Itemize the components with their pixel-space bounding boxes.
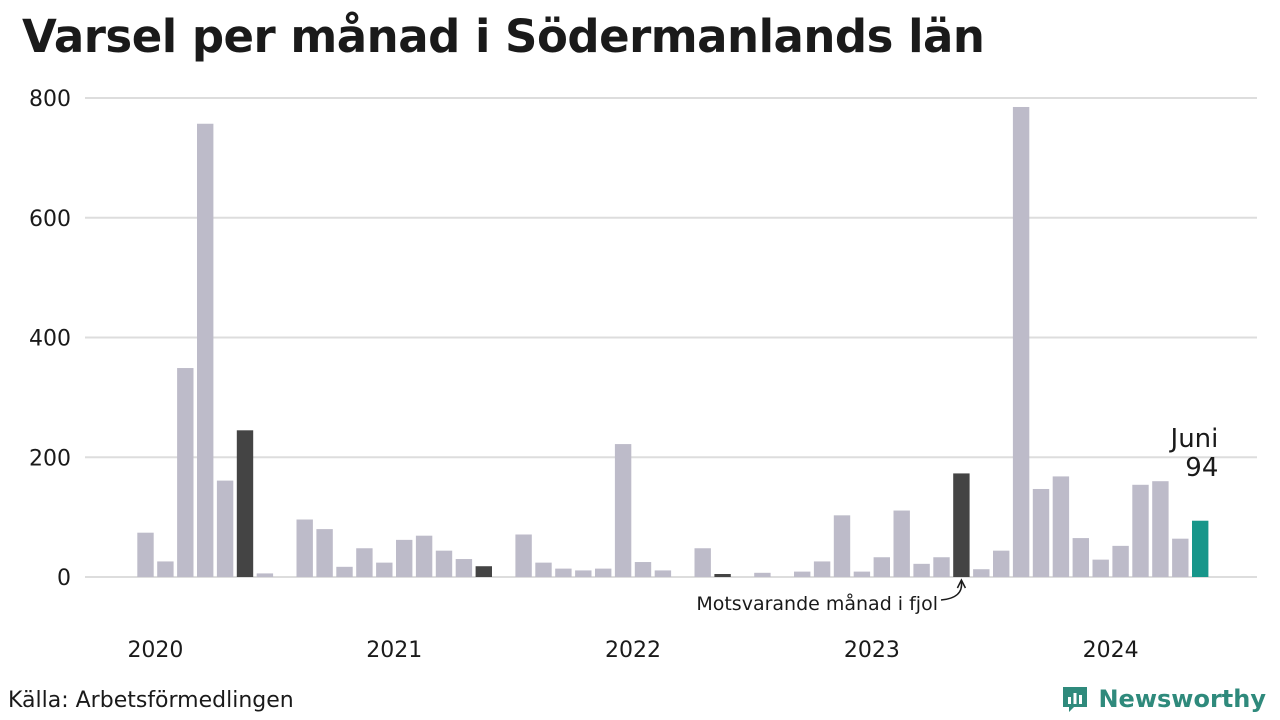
y-tick-label: 400 bbox=[29, 327, 71, 352]
bar bbox=[216, 480, 234, 577]
y-tick-label: 200 bbox=[29, 446, 71, 471]
bar bbox=[893, 510, 910, 577]
bar bbox=[794, 571, 811, 577]
annotation-arrow-head bbox=[956, 578, 967, 589]
same-month-label: Motsvarande månad i fjol bbox=[696, 592, 938, 615]
y-axis-tick-labels: 0 200 400 600 800 bbox=[29, 87, 71, 591]
bar bbox=[913, 563, 930, 577]
bar bbox=[575, 570, 592, 577]
bar bbox=[853, 571, 871, 577]
bar bbox=[435, 550, 453, 577]
y-tick-label: 0 bbox=[57, 566, 71, 591]
x-axis-tick-labels: 2020 2021 2022 2023 2024 bbox=[127, 638, 1138, 663]
x-tick-label: 2020 bbox=[127, 638, 183, 663]
bar bbox=[535, 562, 552, 577]
bar bbox=[356, 548, 373, 577]
bar bbox=[1172, 538, 1189, 577]
bar bbox=[177, 368, 194, 577]
bar bbox=[455, 559, 473, 577]
bar bbox=[336, 566, 353, 577]
bar bbox=[993, 550, 1010, 577]
bar bbox=[595, 568, 612, 577]
bar bbox=[933, 557, 950, 577]
source-label: Källa: Arbetsförmedlingen bbox=[8, 688, 294, 713]
bar bbox=[694, 548, 711, 577]
bar bbox=[376, 562, 393, 577]
bar bbox=[1152, 481, 1169, 577]
bar bbox=[634, 562, 652, 577]
bars bbox=[137, 106, 1209, 577]
bar bbox=[873, 557, 890, 577]
bar bbox=[1032, 488, 1050, 577]
newsworthy-logo-icon bbox=[1063, 687, 1088, 712]
bar bbox=[137, 532, 154, 577]
bar bbox=[515, 534, 532, 577]
bar bbox=[296, 519, 313, 577]
bar bbox=[475, 566, 492, 577]
bar bbox=[1092, 559, 1109, 577]
bar bbox=[953, 473, 970, 577]
current-month-label: Juni bbox=[1169, 424, 1219, 454]
x-tick-label: 2024 bbox=[1083, 638, 1139, 663]
bar bbox=[973, 569, 990, 577]
annotation-arrow-line bbox=[940, 581, 963, 601]
bar bbox=[1052, 476, 1070, 577]
chart-title: Varsel per månad i Södermanlands län bbox=[22, 10, 985, 63]
bar bbox=[396, 539, 413, 577]
bar bbox=[813, 561, 831, 577]
y-tick-label: 800 bbox=[29, 87, 71, 112]
x-tick-label: 2023 bbox=[844, 638, 900, 663]
bar bbox=[415, 535, 433, 577]
bar bbox=[1012, 106, 1030, 577]
x-tick-label: 2021 bbox=[366, 638, 422, 663]
bar bbox=[555, 568, 572, 577]
bar bbox=[714, 574, 731, 577]
bar bbox=[1192, 520, 1209, 577]
bar bbox=[316, 529, 333, 577]
bar bbox=[197, 123, 214, 577]
bar bbox=[833, 515, 851, 577]
bar bbox=[614, 444, 632, 577]
bar bbox=[754, 572, 771, 577]
bar bbox=[654, 570, 672, 577]
brand-name: Newsworthy bbox=[1098, 685, 1266, 713]
bar bbox=[256, 573, 274, 577]
x-tick-label: 2022 bbox=[605, 638, 661, 663]
brand-logo[interactable]: Newsworthy bbox=[1060, 684, 1266, 714]
current-value-label: 94 bbox=[1185, 453, 1218, 483]
bar bbox=[157, 561, 174, 577]
gridlines bbox=[85, 97, 1257, 578]
bar bbox=[1112, 545, 1129, 577]
bar bbox=[1132, 484, 1149, 577]
bar bbox=[236, 430, 254, 577]
y-tick-label: 600 bbox=[29, 207, 71, 232]
bar bbox=[1072, 538, 1089, 577]
